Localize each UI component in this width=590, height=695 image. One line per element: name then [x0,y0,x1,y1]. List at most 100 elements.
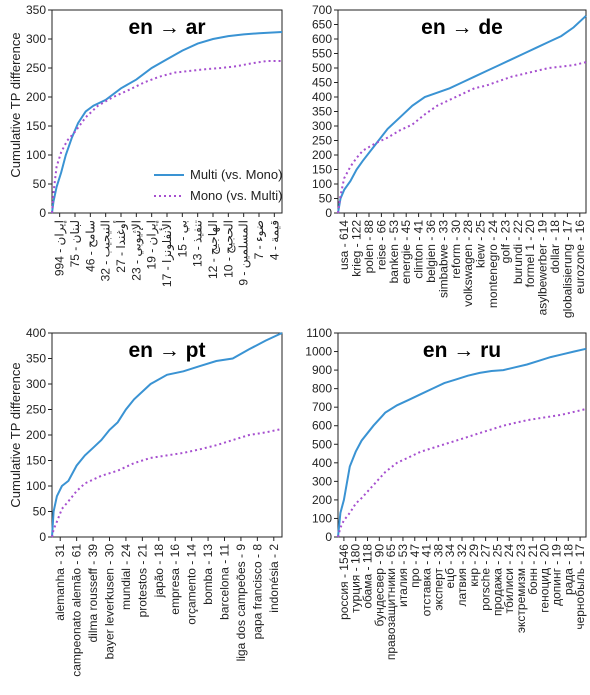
y-tick-label: 0 [39,530,46,544]
legend-label-multi: Multi (vs. Mono) [190,167,282,182]
y-tick-label: 450 [312,76,332,90]
x-tick-label: إيران - 19 [145,220,160,269]
x-tick-label: إيران - 994 [53,220,68,276]
x-tick-label: الأنفلونزا - 17 [159,220,175,287]
x-tick-label: обама - 118 [361,544,375,609]
x-tick-label: volkswagen - 28 [461,220,475,307]
x-tick-label: тбилиси - 24 [502,544,516,614]
chart-title: en → de [421,16,503,39]
legend-label-mono: Mono (vs. Multi) [190,188,282,203]
y-tick-label: 900 [312,363,332,377]
x-tick-label: правозащитники - 65 [384,544,398,660]
y-tick-label: 250 [26,61,46,75]
chart-title: en → pt [129,339,206,362]
y-tick-label: 300 [26,377,46,391]
x-tick-label: تنفيذ - 13 [191,220,205,267]
x-tick-label: polen - 88 [362,220,376,274]
plot-frame [337,332,587,538]
x-tick-label: empresa - 16 [168,544,182,615]
x-tick-label: usa - 614 [337,220,351,270]
x-tick-label: golf - 23 [498,220,512,264]
y-tick-label: 700 [312,3,332,17]
x-tick-label: россия - 1546 [337,544,351,620]
x-tick-label: bayer leverkusen - 30 [103,544,117,660]
x-tick-label: eurozone - 16 [573,220,587,294]
y-tick-label: 100 [26,479,46,493]
x-tick-label: dilma rousseff - 39 [86,544,100,643]
chart-panel-4: 0 100 200 300 400 500 600 700 800 900 1000 1100 росс… [305,326,587,660]
x-tick-label: бундесвер - 90 [372,544,386,627]
y-tick-label: 500 [312,61,332,75]
series-line-mono [51,427,283,538]
series-line-multi [51,332,283,538]
x-tick-label: krieg - 122 [350,220,364,277]
x-tick-label: кнр - 29 [467,544,481,587]
x-tick-label: formel 1 - 20 [523,220,537,288]
x-tick-label: porsche - 27 [479,544,493,611]
x-tick-label: латвия - 32 [455,544,469,607]
x-tick-label: италия - 53 [396,544,410,607]
y-tick-label: 100 [26,148,46,162]
y-tick-label: 600 [312,419,332,433]
x-tick-label: геноцид - 20 [538,544,552,613]
y-tick-label: 50 [33,505,47,519]
x-tick-label: orçamento - 14 [185,544,199,625]
y-tick-label: 200 [312,493,332,507]
y-tick-label: 700 [312,400,332,414]
x-tick-label: продажа - 25 [490,544,504,616]
y-tick-label: 200 [26,428,46,442]
y-tick-label: 400 [26,326,46,340]
y-tick-label: 800 [312,382,332,396]
y-tick-label: 1100 [306,326,332,340]
chart-panel-2: 0501001502002503003504004505005506006507… [312,3,587,318]
y-tick-label: 350 [312,105,332,119]
y-tick-label: 300 [312,119,332,133]
series-line-mono [337,61,587,214]
x-tick-label: экстремизм - 23 [514,544,528,633]
y-tick-label: 150 [26,119,46,133]
x-tick-label: liga dos campeões - 9 [234,544,248,662]
chart-title: en → ru [423,339,501,362]
y-tick-label: 100 [312,511,332,525]
x-tick-label: barcelona - 11 [218,544,232,620]
x-tick-label: эксперт - 38 [431,544,445,611]
x-tick-label: قيمة - 4 [267,220,281,260]
x-tick-label: dollar - 18 [548,220,562,274]
y-tick-label: 150 [312,163,332,177]
y-axis-label-bottom: Cumulative TP difference [8,362,23,507]
x-tick-label: simbabwe - 33 [436,220,450,298]
x-tick-label: globalisierung - 17 [560,220,574,318]
series-line-multi [337,347,587,538]
x-tick-label: ضوء - 7 [252,220,267,259]
x-tick-label: alemanha - 31 [53,544,67,621]
y-tick-label: 0 [325,530,332,544]
x-tick-label: المسلمين - 9 [237,220,252,286]
x-tick-label: الهاجيج - 12 [206,220,220,279]
series-line-mono [337,408,587,538]
x-tick-label: clinton - 41 [412,220,426,279]
y-axis-label-top: Cumulative TP difference [8,32,23,177]
x-tick-label: سامح - 46 [83,220,97,272]
y-tick-label: 650 [312,18,332,32]
x-tick-label: reform - 30 [449,220,463,279]
x-tick-label: لبنان - 75 [68,220,82,267]
y-tick-label: 400 [312,456,332,470]
x-tick-label: ецб - 34 [443,544,457,589]
y-tick-label: 50 [319,192,333,206]
x-tick-label: kiew - 25 [474,220,488,268]
y-tick-label: 50 [33,177,47,191]
series-line-multi [337,15,587,214]
y-tick-label: 150 [26,454,46,468]
x-tick-label: допинг - 19 [549,544,563,606]
plot-frame [51,332,283,538]
x-tick-label: bomba - 13 [201,544,215,605]
x-tick-label: бонн - 21 [526,544,540,595]
series-line-multi [51,31,283,214]
x-tick-label: japão - 18 [152,544,166,599]
y-tick-label: 500 [312,437,332,451]
x-tick-label: campeonato alemão - 61 [70,544,84,677]
x-tick-label: отставка - 41 [420,544,434,617]
y-tick-label: 250 [26,403,46,417]
